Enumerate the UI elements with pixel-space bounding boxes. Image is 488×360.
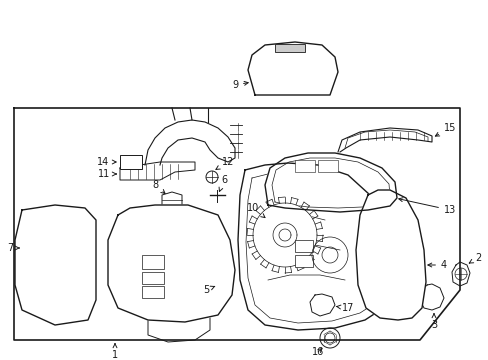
Polygon shape (355, 190, 425, 320)
Bar (317, 160, 337, 172)
Bar (294, 240, 312, 252)
Text: 9: 9 (231, 80, 248, 90)
Text: 4: 4 (427, 260, 446, 270)
Text: 8: 8 (152, 180, 165, 194)
Polygon shape (252, 203, 316, 267)
Polygon shape (264, 153, 396, 212)
Bar (294, 160, 314, 172)
Polygon shape (238, 163, 394, 330)
Text: 16: 16 (311, 347, 324, 357)
Text: 7: 7 (7, 243, 19, 253)
Text: 6: 6 (219, 175, 226, 192)
Text: 3: 3 (430, 314, 436, 330)
Bar (294, 255, 312, 267)
Text: 10: 10 (246, 203, 264, 217)
Text: 17: 17 (336, 303, 353, 313)
Bar (142, 272, 163, 284)
Text: 2: 2 (468, 253, 480, 263)
Text: 14: 14 (97, 157, 116, 167)
Text: 12: 12 (216, 157, 234, 170)
Text: 1: 1 (112, 344, 118, 360)
Polygon shape (108, 205, 235, 322)
Text: 15: 15 (434, 123, 455, 136)
Bar (274, 44, 305, 52)
Bar (120, 155, 142, 169)
Text: 13: 13 (398, 198, 455, 215)
Bar (142, 255, 163, 269)
Polygon shape (15, 205, 96, 325)
Text: 11: 11 (98, 169, 116, 179)
Polygon shape (247, 42, 337, 95)
Text: 5: 5 (203, 285, 214, 295)
Bar (142, 286, 163, 298)
